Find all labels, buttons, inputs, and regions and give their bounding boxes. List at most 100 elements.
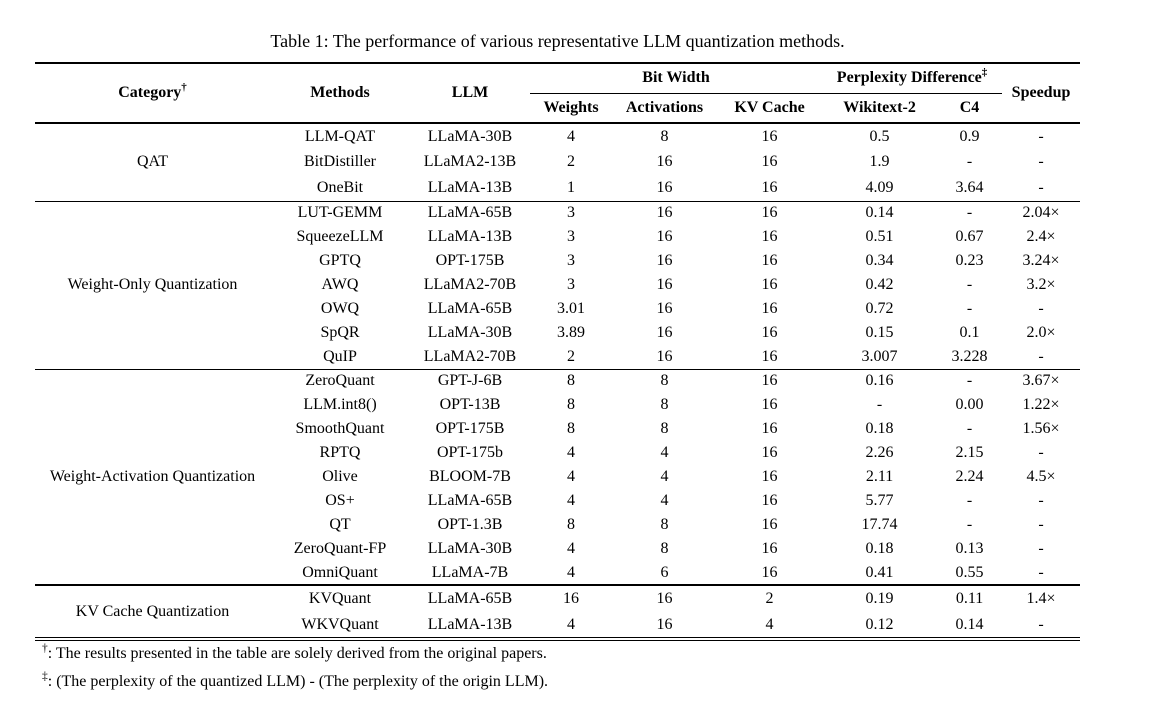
table-section: KV Cache Quantization KVQuant LLaMA-65B 16 1… <box>35 585 1081 639</box>
header-perplexity-label: Perplexity Difference <box>836 69 982 87</box>
speedup-cell: - <box>1038 178 1044 196</box>
weights-cell: 8 <box>567 372 575 390</box>
category-cell: Weight-Activation Quantization <box>49 467 256 485</box>
llm-cell: OPT-175B <box>435 420 505 437</box>
wikitext2-cell: - <box>876 396 883 413</box>
method-cell: KVQuant <box>308 590 372 607</box>
table-section: QAT LLM-QAT LLaMA-30B 4 8 16 0.5 0.9- BitDistill… <box>35 123 1080 201</box>
llm-cell: LLaMA2-70B <box>423 347 517 365</box>
speedup-cell: - <box>1038 347 1044 365</box>
header-activations: Activations <box>625 98 704 116</box>
category-cell: Weight-Only Quantization <box>67 276 238 293</box>
llm-cell: GPT-J-6B <box>437 372 503 390</box>
double-dagger-mark: ‡ <box>42 670 48 683</box>
c4-cell: - <box>966 276 973 293</box>
speedup-cell: - <box>1038 492 1044 509</box>
kv-cache-cell: 16 <box>761 252 778 269</box>
kv-cache-cell: 16 <box>761 347 778 365</box>
wikitext2-cell: 0.72 <box>865 300 894 317</box>
weights-cell: 16 <box>563 590 579 607</box>
wikitext2-cell: 17.74 <box>861 516 898 533</box>
dagger-mark: † <box>181 81 187 94</box>
table-row: OmniQuant LLaMA-7B 4 6 16 0.41 0.55 - <box>35 561 1080 585</box>
speedup-cell: - <box>1038 127 1044 145</box>
activations-cell: 16 <box>656 347 673 365</box>
table-section: Weight-Only Quantization LUT-GEMM LLaMA-65… <box>35 201 1081 369</box>
weights-cell: 3.01 <box>557 300 585 317</box>
c4-cell: - <box>966 300 973 317</box>
llm-cell: OPT-1.3B <box>437 516 503 533</box>
c4-cell: 3.64 <box>955 178 984 196</box>
footnote-dagger-text: : The results presented in the table are… <box>47 645 547 662</box>
weights-cell: 4 <box>567 127 575 145</box>
method-cell: OmniQuant <box>302 563 378 581</box>
table-row: WKVQuant LLaMA-13B 4 16 4 0.12 0.14 - <box>35 612 1080 639</box>
llm-cell: LLaMA-30B <box>427 324 513 341</box>
table-row: SqueezeLLM LLaMA-13B 3 16 16 0.51 0.67 2.4× <box>35 225 1080 249</box>
c4-cell: 2.24 <box>955 468 984 485</box>
speedup-cell: 3.24× <box>1022 252 1060 269</box>
method-cell: LLM.int8() <box>303 396 377 413</box>
weights-cell: 8 <box>567 396 575 413</box>
wikitext2-cell: 1.9 <box>869 153 890 170</box>
activations-cell: 16 <box>656 300 673 317</box>
kv-cache-cell: 16 <box>761 516 778 533</box>
wikitext2-cell: 0.5 <box>869 127 890 145</box>
c4-cell: - <box>966 204 973 222</box>
activations-cell: 16 <box>656 252 673 269</box>
weights-cell: 2 <box>567 347 575 365</box>
header-c4: C4 <box>959 98 980 116</box>
c4-cell: 0.11 <box>955 590 984 607</box>
wikitext2-cell: 3.007 <box>861 347 898 365</box>
speedup-cell: - <box>1038 563 1044 581</box>
method-cell: LUT-GEMM <box>297 204 383 222</box>
weights-cell: 4 <box>567 444 575 461</box>
kv-cache-cell: 16 <box>761 153 778 170</box>
weights-cell: 1 <box>567 178 575 196</box>
header-perplexity-difference: Perplexity Difference‡ <box>822 63 1003 94</box>
kv-cache-cell: 16 <box>761 444 778 461</box>
llm-cell: LLaMA-65B <box>427 204 513 222</box>
header-row-1: Category† Methods LLM Bit Width Perplexi… <box>35 63 1080 101</box>
method-cell: GPTQ <box>319 252 361 269</box>
table-row: SpQR LLaMA-30B 3.89 16 16 0.15 0.1 2.0× <box>35 321 1080 345</box>
weights-cell: 3.89 <box>557 324 585 341</box>
c4-cell: - <box>966 516 973 533</box>
weights-cell: 2 <box>567 153 575 170</box>
llm-cell: LLaMA-13B <box>427 228 513 245</box>
table-row: RPTQ OPT-175b 4 4 16 2.26 2.15 - <box>35 441 1080 465</box>
wikitext2-cell: 0.41 <box>865 563 894 581</box>
wikitext2-cell: 4.09 <box>865 178 894 196</box>
kv-cache-cell: 16 <box>761 324 778 341</box>
table-row: QuIP LLaMA2-70B 2 16 16 3.007 3.228 - <box>35 345 1080 369</box>
table-row: QAT LLM-QAT LLaMA-30B 4 8 16 0.5 0.9 - <box>35 123 1080 171</box>
llm-cell: OPT-175b <box>436 444 504 461</box>
llm-cell: LLaMA-7B <box>431 563 509 581</box>
activations-cell: 8 <box>660 516 669 533</box>
activations-cell: 16 <box>656 204 673 222</box>
c4-cell: 0.9 <box>959 127 980 145</box>
activations-cell: 8 <box>660 420 669 437</box>
speedup-cell: - <box>1038 615 1044 633</box>
activations-cell: 4 <box>660 444 669 461</box>
weights-cell: 4 <box>567 492 575 509</box>
table-header: Category† Methods LLM Bit Width Perplexi… <box>35 63 1081 123</box>
activations-cell: 16 <box>656 615 673 633</box>
header-llm: LLM <box>451 84 489 101</box>
weights-cell: 8 <box>567 516 575 533</box>
speedup-cell: - <box>1038 444 1044 461</box>
kv-cache-cell: 16 <box>761 540 778 557</box>
speedup-cell: 2.0× <box>1026 324 1056 341</box>
category-cell: KV Cache Quantization <box>75 602 230 620</box>
c4-cell: 0.55 <box>955 563 984 581</box>
footnote-double-dagger-text: : (The perplexity of the quantized LLM) … <box>47 673 549 690</box>
speedup-cell: - <box>1038 540 1044 557</box>
method-cell: RPTQ <box>319 444 361 461</box>
c4-cell: - <box>966 420 973 437</box>
speedup-cell: 2.4× <box>1026 228 1056 245</box>
speedup-cell: 1.4× <box>1026 590 1056 607</box>
wikitext2-cell: 0.18 <box>865 420 894 437</box>
llm-cell: LLaMA-65B <box>427 300 513 317</box>
quantization-table: Category† Methods LLM Bit Width Perplexi… <box>35 62 1081 641</box>
